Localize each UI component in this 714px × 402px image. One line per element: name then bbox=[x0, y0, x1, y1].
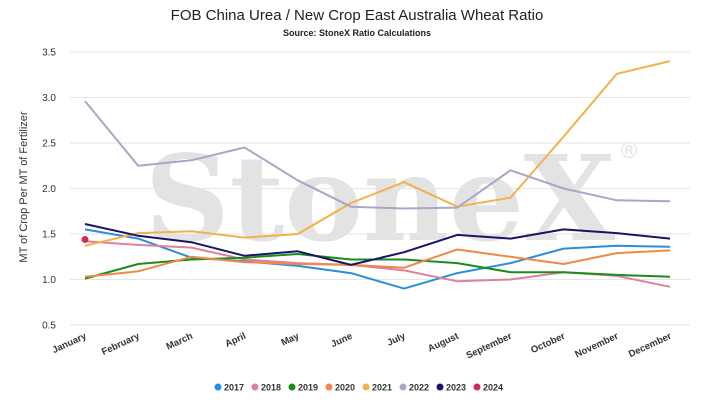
y-tick-label: 3.5 bbox=[42, 48, 56, 59]
x-tick-label: May bbox=[280, 330, 302, 348]
y-axis-ticks: 0.5 1.0 1.5 2.0 2.5 3.0 3.5 bbox=[42, 48, 56, 332]
y-tick-label: 2.5 bbox=[42, 139, 56, 150]
x-axis-ticks: January February March April May June July Augu… bbox=[51, 330, 674, 361]
series-line-2021[interactable] bbox=[84, 60, 671, 247]
series-2024[interactable] bbox=[81, 235, 89, 243]
series-2020[interactable] bbox=[84, 248, 671, 278]
y-tick-label: 1.5 bbox=[42, 230, 56, 241]
legend-item-2018[interactable]: 2018 bbox=[251, 383, 282, 393]
series-line-2017[interactable] bbox=[84, 228, 671, 290]
gridlines bbox=[70, 51, 690, 326]
legend-marker bbox=[473, 383, 481, 391]
legend-marker bbox=[436, 383, 444, 391]
legend-item-2017[interactable]: 2017 bbox=[214, 383, 245, 393]
series-2023[interactable] bbox=[84, 223, 671, 266]
legend-label: 2020 bbox=[335, 383, 355, 393]
y-tick-label: 1.0 bbox=[42, 275, 56, 286]
watermark-registered-mark: ® bbox=[618, 139, 640, 164]
legend-label: 2018 bbox=[261, 383, 281, 393]
legend-label: 2024 bbox=[483, 383, 503, 393]
legend-marker bbox=[251, 383, 259, 391]
y-tick-label: 0.5 bbox=[42, 321, 56, 332]
legend-marker bbox=[399, 383, 407, 391]
y-axis-label: MT of Crop Per MT of Fertilizer bbox=[18, 111, 30, 263]
x-tick-label: February bbox=[100, 330, 142, 357]
x-tick-label: September bbox=[465, 331, 514, 362]
legend-item-2020[interactable]: 2020 bbox=[325, 383, 356, 393]
x-tick-label: January bbox=[51, 330, 89, 356]
chart-subtitle: Source: StoneX Ratio Calculations bbox=[283, 28, 431, 38]
x-tick-label: July bbox=[385, 330, 408, 348]
x-tick-label: October bbox=[529, 331, 567, 356]
watermark-text: StoneX bbox=[145, 129, 616, 268]
x-tick-label: April bbox=[224, 331, 248, 350]
legend-label: 2022 bbox=[409, 383, 429, 393]
series-2022[interactable] bbox=[84, 100, 671, 210]
series-line-2022[interactable] bbox=[84, 100, 671, 210]
legend-item-2022[interactable]: 2022 bbox=[399, 383, 430, 393]
series-line-2020[interactable] bbox=[84, 248, 671, 278]
legend-label: 2023 bbox=[446, 383, 466, 393]
series-line-2023[interactable] bbox=[84, 223, 671, 266]
x-tick-label: March bbox=[165, 331, 195, 353]
legend-marker bbox=[325, 383, 333, 391]
legend-item-2021[interactable]: 2021 bbox=[362, 383, 393, 393]
legend-item-2019[interactable]: 2019 bbox=[288, 383, 319, 393]
y-tick-label: 2.0 bbox=[42, 184, 56, 195]
watermark: StoneX ® bbox=[145, 129, 640, 268]
x-tick-label: August bbox=[426, 330, 461, 354]
data-point-2024[interactable] bbox=[81, 235, 89, 243]
legend-marker bbox=[362, 383, 370, 391]
legend-marker bbox=[288, 383, 296, 391]
legend[interactable]: 2017 2018 2019 2020 2021 2022 2023 2024 bbox=[214, 383, 504, 393]
x-tick-label: December bbox=[627, 331, 674, 361]
legend-item-2023[interactable]: 2023 bbox=[436, 383, 467, 393]
series-lines bbox=[81, 60, 671, 290]
legend-label: 2017 bbox=[224, 383, 244, 393]
x-tick-label: November bbox=[573, 331, 620, 361]
y-tick-label: 3.0 bbox=[42, 93, 56, 104]
chart-title: FOB China Urea / New Crop East Australia… bbox=[171, 7, 544, 24]
legend-item-2024[interactable]: 2024 bbox=[473, 383, 504, 393]
x-tick-label: June bbox=[329, 331, 354, 350]
series-2021[interactable] bbox=[84, 60, 671, 247]
legend-label: 2021 bbox=[372, 383, 392, 393]
legend-label: 2019 bbox=[298, 383, 318, 393]
legend-marker bbox=[214, 383, 222, 391]
